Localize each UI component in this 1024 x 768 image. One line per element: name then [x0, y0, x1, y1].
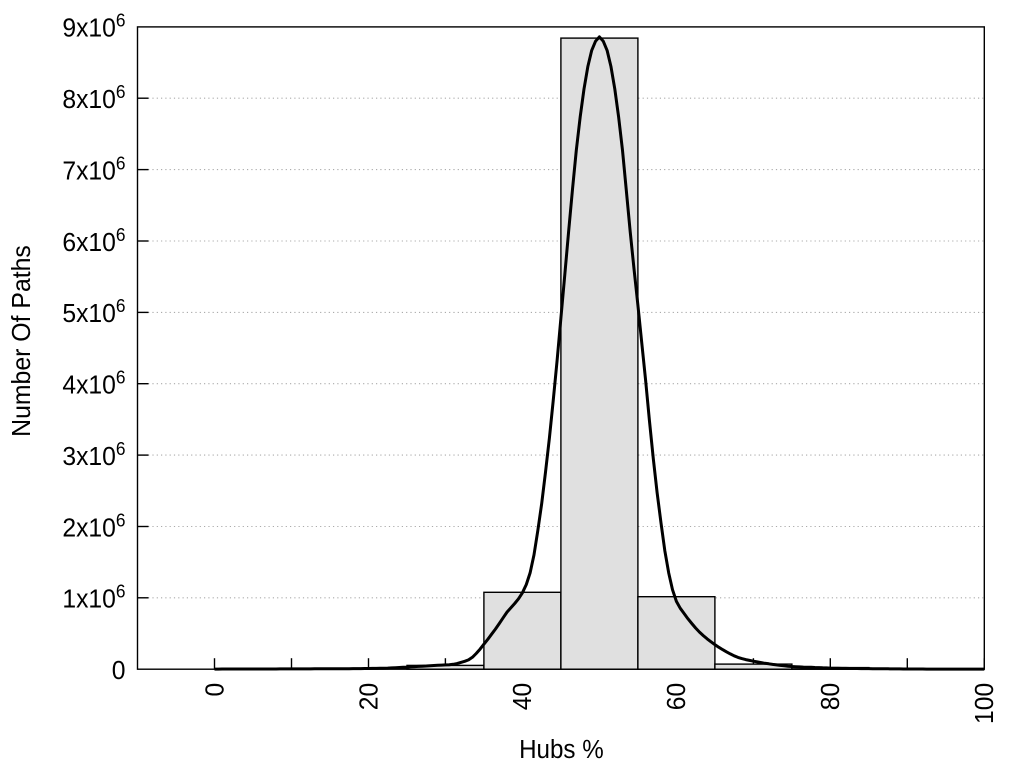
svg-text:8x106: 8x106: [62, 82, 125, 115]
svg-text:3x106: 3x106: [62, 438, 125, 471]
svg-text:0: 0: [201, 683, 230, 697]
svg-text:60: 60: [663, 683, 692, 710]
svg-text:0: 0: [112, 656, 126, 685]
svg-text:1x106: 1x106: [62, 581, 125, 614]
svg-text:9x106: 9x106: [62, 10, 125, 43]
svg-text:2x106: 2x106: [62, 510, 125, 543]
svg-text:6x106: 6x106: [62, 224, 125, 257]
svg-text:4x106: 4x106: [62, 367, 125, 400]
svg-text:5x106: 5x106: [62, 296, 125, 329]
svg-text:20: 20: [355, 683, 384, 710]
svg-text:7x106: 7x106: [62, 153, 125, 186]
svg-text:100: 100: [971, 683, 1000, 724]
svg-text:40: 40: [509, 683, 538, 710]
svg-text:Number Of Paths: Number Of Paths: [8, 245, 37, 437]
svg-text:80: 80: [817, 683, 846, 710]
svg-text:Hubs %: Hubs %: [519, 735, 604, 764]
